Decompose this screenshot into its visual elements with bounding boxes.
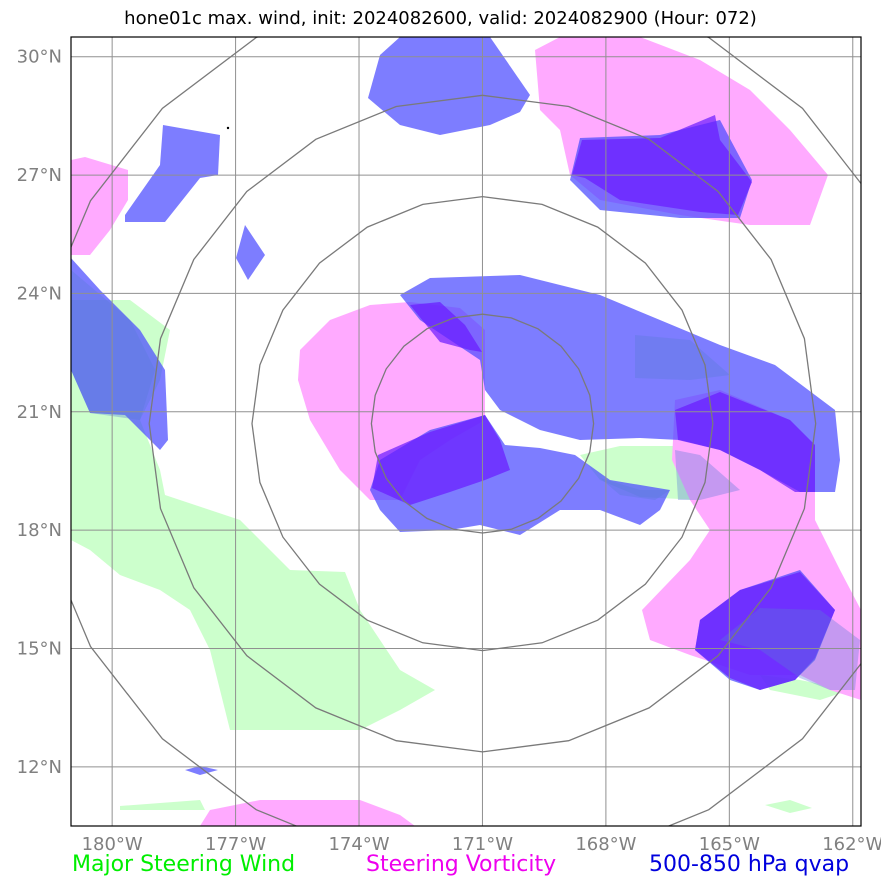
longitude-tick-label: 177°W [205,834,266,855]
longitude-tick-label: 168°W [575,834,636,855]
latitude-tick-label: 24°N [17,283,62,304]
longitude-tick-label: 171°W [452,834,513,855]
latitude-tick-labels: 30°N 27°N 24°N 21°N 18°N 15°N 12°N [17,47,62,778]
latitude-tick-label: 12°N [17,757,62,778]
latitude-tick-label: 15°N [17,638,62,659]
map-title: hone01c max. wind, init: 2024082600, val… [124,8,757,29]
range-ring [370,313,595,534]
latitude-tick-label: 27°N [17,165,62,186]
legend-steering-vorticity: Steering Vorticity [366,852,557,877]
longitude-tick-labels: 180°W 177°W 174°W 171°W 168°W 165°W 162°W [82,834,881,855]
latitude-tick-label: 18°N [17,520,62,541]
longitude-tick-label: 162°W [822,834,881,855]
legend-qvap: 500-850 hPa qvap [649,852,850,877]
qvap-overlap-layer [372,115,835,690]
storm-marker-dot [226,126,230,130]
longitude-tick-label: 180°W [82,834,143,855]
legend-steering-wind: Major Steering Wind [72,852,296,877]
range-ring [148,94,817,753]
latitude-tick-label: 30°N [17,47,62,68]
map-frame [70,36,862,827]
longitude-tick-label: 165°W [699,834,760,855]
range-ring [251,195,714,652]
longitude-tick-label: 174°W [328,834,389,855]
latitude-tick-label: 21°N [17,402,62,423]
qvap-blend-layer [71,270,860,690]
